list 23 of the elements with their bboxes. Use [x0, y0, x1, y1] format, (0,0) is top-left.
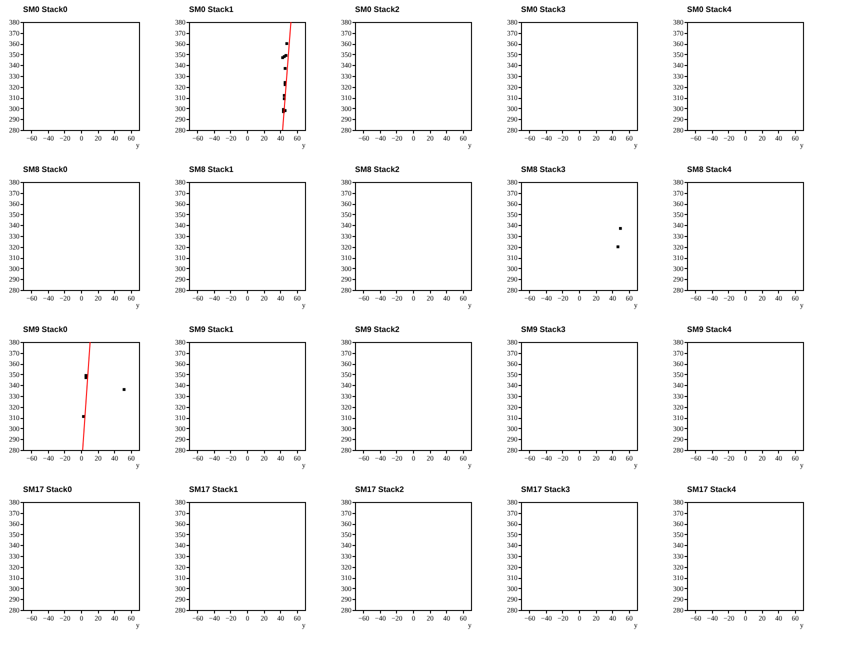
chart-title: SM0 Stack0: [23, 5, 68, 14]
point: [122, 388, 126, 391]
chart-title: SM8 Stack0: [23, 165, 68, 174]
point: [285, 42, 288, 46]
chart-title: SM17 Stack3: [521, 485, 570, 494]
chart-title: SM9 Stack4: [687, 325, 732, 334]
chart-title: SM9 Stack3: [521, 325, 566, 334]
chart-title: SM17 Stack0: [23, 485, 72, 494]
chart-title: SM17 Stack4: [687, 485, 736, 494]
point: [284, 67, 287, 70]
chart-title: SM17 Stack1: [189, 485, 238, 494]
chart-title: SM8 Stack3: [521, 165, 566, 174]
chart-title: SM9 Stack0: [23, 325, 68, 334]
chart-title: SM0 Stack2: [355, 5, 400, 14]
chart-title: SM0 Stack4: [687, 5, 732, 14]
chart-title: SM8 Stack2: [355, 165, 400, 174]
chart-title: SM8 Stack1: [189, 165, 234, 174]
chart-title: SM17 Stack2: [355, 485, 404, 494]
chart-title: SM9 Stack2: [355, 325, 400, 334]
chart-title: SM8 Stack4: [687, 165, 732, 174]
chart-title: SM9 Stack1: [189, 325, 234, 334]
chart-title: SM0 Stack3: [521, 5, 566, 14]
chart-title: SM0 Stack1: [189, 5, 234, 14]
